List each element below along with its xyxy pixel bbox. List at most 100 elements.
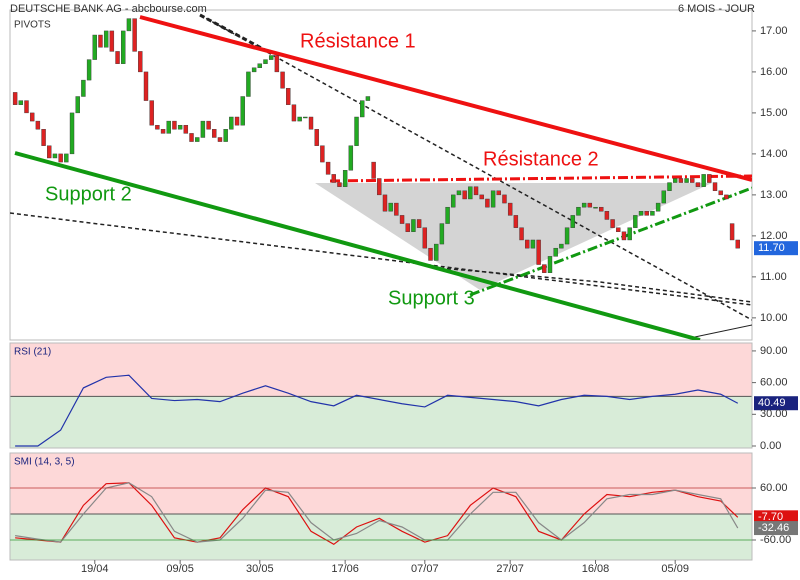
candle xyxy=(29,112,35,122)
y-tick-label: 30.00 xyxy=(760,408,788,420)
candle xyxy=(280,71,285,89)
y-tick-label: 17.00 xyxy=(760,25,788,37)
candle xyxy=(195,137,200,142)
candle xyxy=(507,202,513,216)
candle xyxy=(155,124,160,130)
candle xyxy=(160,129,166,134)
candle xyxy=(496,190,501,196)
annotation: Support 3 xyxy=(388,287,475,309)
candle xyxy=(599,206,604,212)
y-tick-label: 60.00 xyxy=(760,377,788,389)
candle xyxy=(217,137,223,142)
candle xyxy=(650,211,655,216)
candle xyxy=(291,104,297,122)
candle xyxy=(177,124,183,130)
trend-line xyxy=(689,324,752,339)
x-tick-label: 17/06 xyxy=(331,563,359,575)
pivots-label: PIVOTS xyxy=(14,20,51,31)
resistance-1 xyxy=(139,15,752,182)
last-value-box xyxy=(754,510,798,525)
candle xyxy=(701,174,706,187)
candle xyxy=(35,120,41,130)
candle xyxy=(69,112,75,155)
indicator-line xyxy=(15,374,739,447)
candle xyxy=(189,133,194,142)
trend-line xyxy=(10,212,752,306)
candle xyxy=(109,30,115,52)
candle xyxy=(47,145,52,159)
candle xyxy=(314,129,319,146)
candle xyxy=(371,161,376,179)
candle xyxy=(200,120,206,138)
candle xyxy=(342,170,348,187)
candle xyxy=(331,174,336,183)
candle xyxy=(633,215,638,228)
candle xyxy=(394,202,399,216)
candle xyxy=(422,227,428,249)
candle xyxy=(303,116,308,119)
candle xyxy=(513,215,519,228)
y-tick-label: 14.00 xyxy=(760,148,788,160)
resistance-2 xyxy=(329,174,752,183)
candle xyxy=(132,18,137,52)
candle xyxy=(445,206,450,224)
y-tick-label: 60.00 xyxy=(760,482,788,494)
y-tick-label: 12.00 xyxy=(760,230,788,242)
candle xyxy=(530,239,536,249)
x-tick-label: 07/07 xyxy=(411,563,439,575)
candle xyxy=(416,219,422,228)
candle xyxy=(576,206,581,216)
candle xyxy=(616,227,621,232)
candle xyxy=(172,120,177,130)
candle xyxy=(64,153,69,163)
candle xyxy=(257,63,262,69)
candle xyxy=(456,190,462,196)
candle xyxy=(41,129,46,146)
candle xyxy=(621,231,627,241)
header-title: DEUTSCHE BANK AG - abcbourse.com xyxy=(10,3,207,15)
candle xyxy=(525,239,530,249)
candle xyxy=(325,161,331,175)
candle xyxy=(581,202,587,208)
candle xyxy=(92,34,97,60)
candle xyxy=(433,243,439,261)
y-tick-label: 13.00 xyxy=(760,189,788,201)
candle xyxy=(212,129,217,138)
candle xyxy=(519,227,524,241)
panel-border xyxy=(9,342,753,449)
x-tick-label: 19/04 xyxy=(81,563,109,575)
candle xyxy=(553,247,558,257)
drawings xyxy=(10,13,752,340)
x-tick-label: 16/08 xyxy=(582,563,610,575)
annotation: Support 2 xyxy=(45,183,132,205)
last-value-box xyxy=(754,241,798,256)
y-tick-label: -60.00 xyxy=(760,534,791,546)
candle xyxy=(98,34,103,48)
candle xyxy=(268,55,274,60)
candle xyxy=(684,178,689,183)
candle xyxy=(354,116,359,146)
candle xyxy=(724,194,729,200)
candle xyxy=(81,79,86,97)
candle xyxy=(206,120,211,130)
candle xyxy=(320,145,325,163)
candle xyxy=(246,71,251,97)
candle xyxy=(121,30,126,64)
candle xyxy=(388,202,393,212)
candle xyxy=(729,223,735,241)
candle xyxy=(502,194,507,204)
candle xyxy=(439,223,445,245)
candle xyxy=(655,202,661,212)
x-tick-label: 09/05 xyxy=(166,563,194,575)
zone-high xyxy=(10,453,752,514)
candle xyxy=(490,190,496,208)
support-3 xyxy=(469,186,752,297)
x-tick-label: 05/09 xyxy=(661,563,689,575)
candle xyxy=(377,178,382,196)
candle xyxy=(638,211,644,216)
annotation: Résistance 1 xyxy=(300,30,416,52)
candle xyxy=(604,211,610,220)
candle xyxy=(337,182,342,187)
candle xyxy=(559,243,564,249)
candle xyxy=(126,18,132,32)
